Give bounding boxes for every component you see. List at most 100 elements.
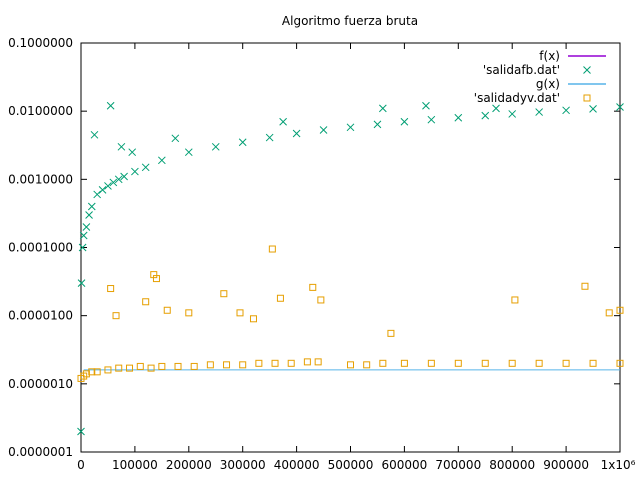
data-point [378,104,387,113]
data-point [104,182,112,190]
chart-title: Algoritmo fuerza bruta [282,14,418,28]
data-point [78,243,87,252]
data-point [223,361,231,369]
data-point [508,110,517,118]
data-point [120,172,128,181]
x-tick-label: 700000 [435,458,481,472]
data-point [454,113,463,122]
data-point [287,359,295,367]
x-tick-label: 600000 [381,458,427,472]
data-point [508,359,516,367]
data-point [303,358,311,366]
data-point [616,359,624,367]
data-point [616,103,624,111]
data-point [190,362,198,370]
data-point [535,359,543,367]
data-point [400,117,409,126]
data-point [163,306,171,314]
x-tick-label: 1x10⁶ [601,458,636,472]
data-point [249,315,257,323]
data-point [616,306,624,314]
data-point [206,361,214,369]
data-point [114,175,123,184]
y-tick-label: 0.0000100 [8,309,73,323]
data-point [535,108,544,116]
data-point [422,101,430,110]
y-tick-label: 0.0010000 [8,172,73,186]
data-point [373,120,382,129]
data-point [387,329,395,337]
data-point [104,366,112,374]
data-point [158,362,166,370]
data-point [292,129,301,138]
series-3 [77,245,624,382]
data-point [279,117,287,126]
x-tick-label: 400000 [274,458,320,472]
data-point [131,167,139,176]
data-point [98,186,107,194]
data-point [185,309,193,317]
data-point [309,283,317,291]
data-point [79,231,88,240]
data-point [90,130,99,139]
x-tick-label: 300000 [220,458,266,472]
data-point [220,290,228,298]
data-point [126,364,134,372]
legend-label: f(x) [539,49,560,63]
x-tick-label: 0 [77,458,85,472]
data-point [128,148,137,157]
data-point [109,178,118,187]
data-point [454,359,462,367]
legend-label: 'salidafb.dat' [483,63,560,77]
y-tick-label: 0.0000010 [8,377,73,391]
data-point [481,359,489,367]
data-point [379,359,387,367]
data-point [115,364,123,372]
x-tick-label: 500000 [328,458,374,472]
data-point [265,133,274,142]
data-point [589,359,597,367]
data-point [77,427,85,436]
data-point [117,142,126,151]
data-point [106,101,115,110]
x-tick-label: 800000 [489,458,535,472]
data-point [363,361,371,369]
data-point [346,123,355,132]
data-point [347,361,354,369]
legend-swatch [583,66,591,74]
data-point [562,359,570,367]
x-tick-label: 100000 [112,458,158,472]
data-point [82,370,90,378]
data-point [581,282,589,290]
data-point [85,211,93,219]
x-axis: 0 100000 200000 300000 400000 500000 600000 700… [77,43,636,472]
data-point [77,279,86,287]
x-tick-label: 900000 [543,458,589,472]
data-point [87,202,96,211]
data-point [317,296,325,304]
data-point [82,223,91,231]
data-point [276,294,284,302]
data-point [605,309,613,317]
data-point [174,362,182,370]
data-point [141,163,150,172]
data-point [147,364,155,372]
data-point [239,361,247,369]
series-1 [77,101,624,436]
y-tick-label: 0.1000000 [8,36,73,50]
y-axis: 0.0000001 0.0000010 0.0000100 0.0001000 0.00… [8,36,620,459]
y-tick-label: 0.0100000 [8,104,73,118]
data-point [152,275,160,283]
data-point [88,368,96,376]
data-point [427,115,436,124]
data-point [314,358,322,366]
data-point [211,142,220,151]
data-point [93,190,102,199]
data-point [157,156,166,165]
data-point [481,111,490,120]
legend: f(x)'salidafb.dat'g(x)'salidadyv.dat' [474,49,606,105]
data-point [427,359,435,367]
data-point [400,359,408,367]
plot-area [77,101,624,436]
